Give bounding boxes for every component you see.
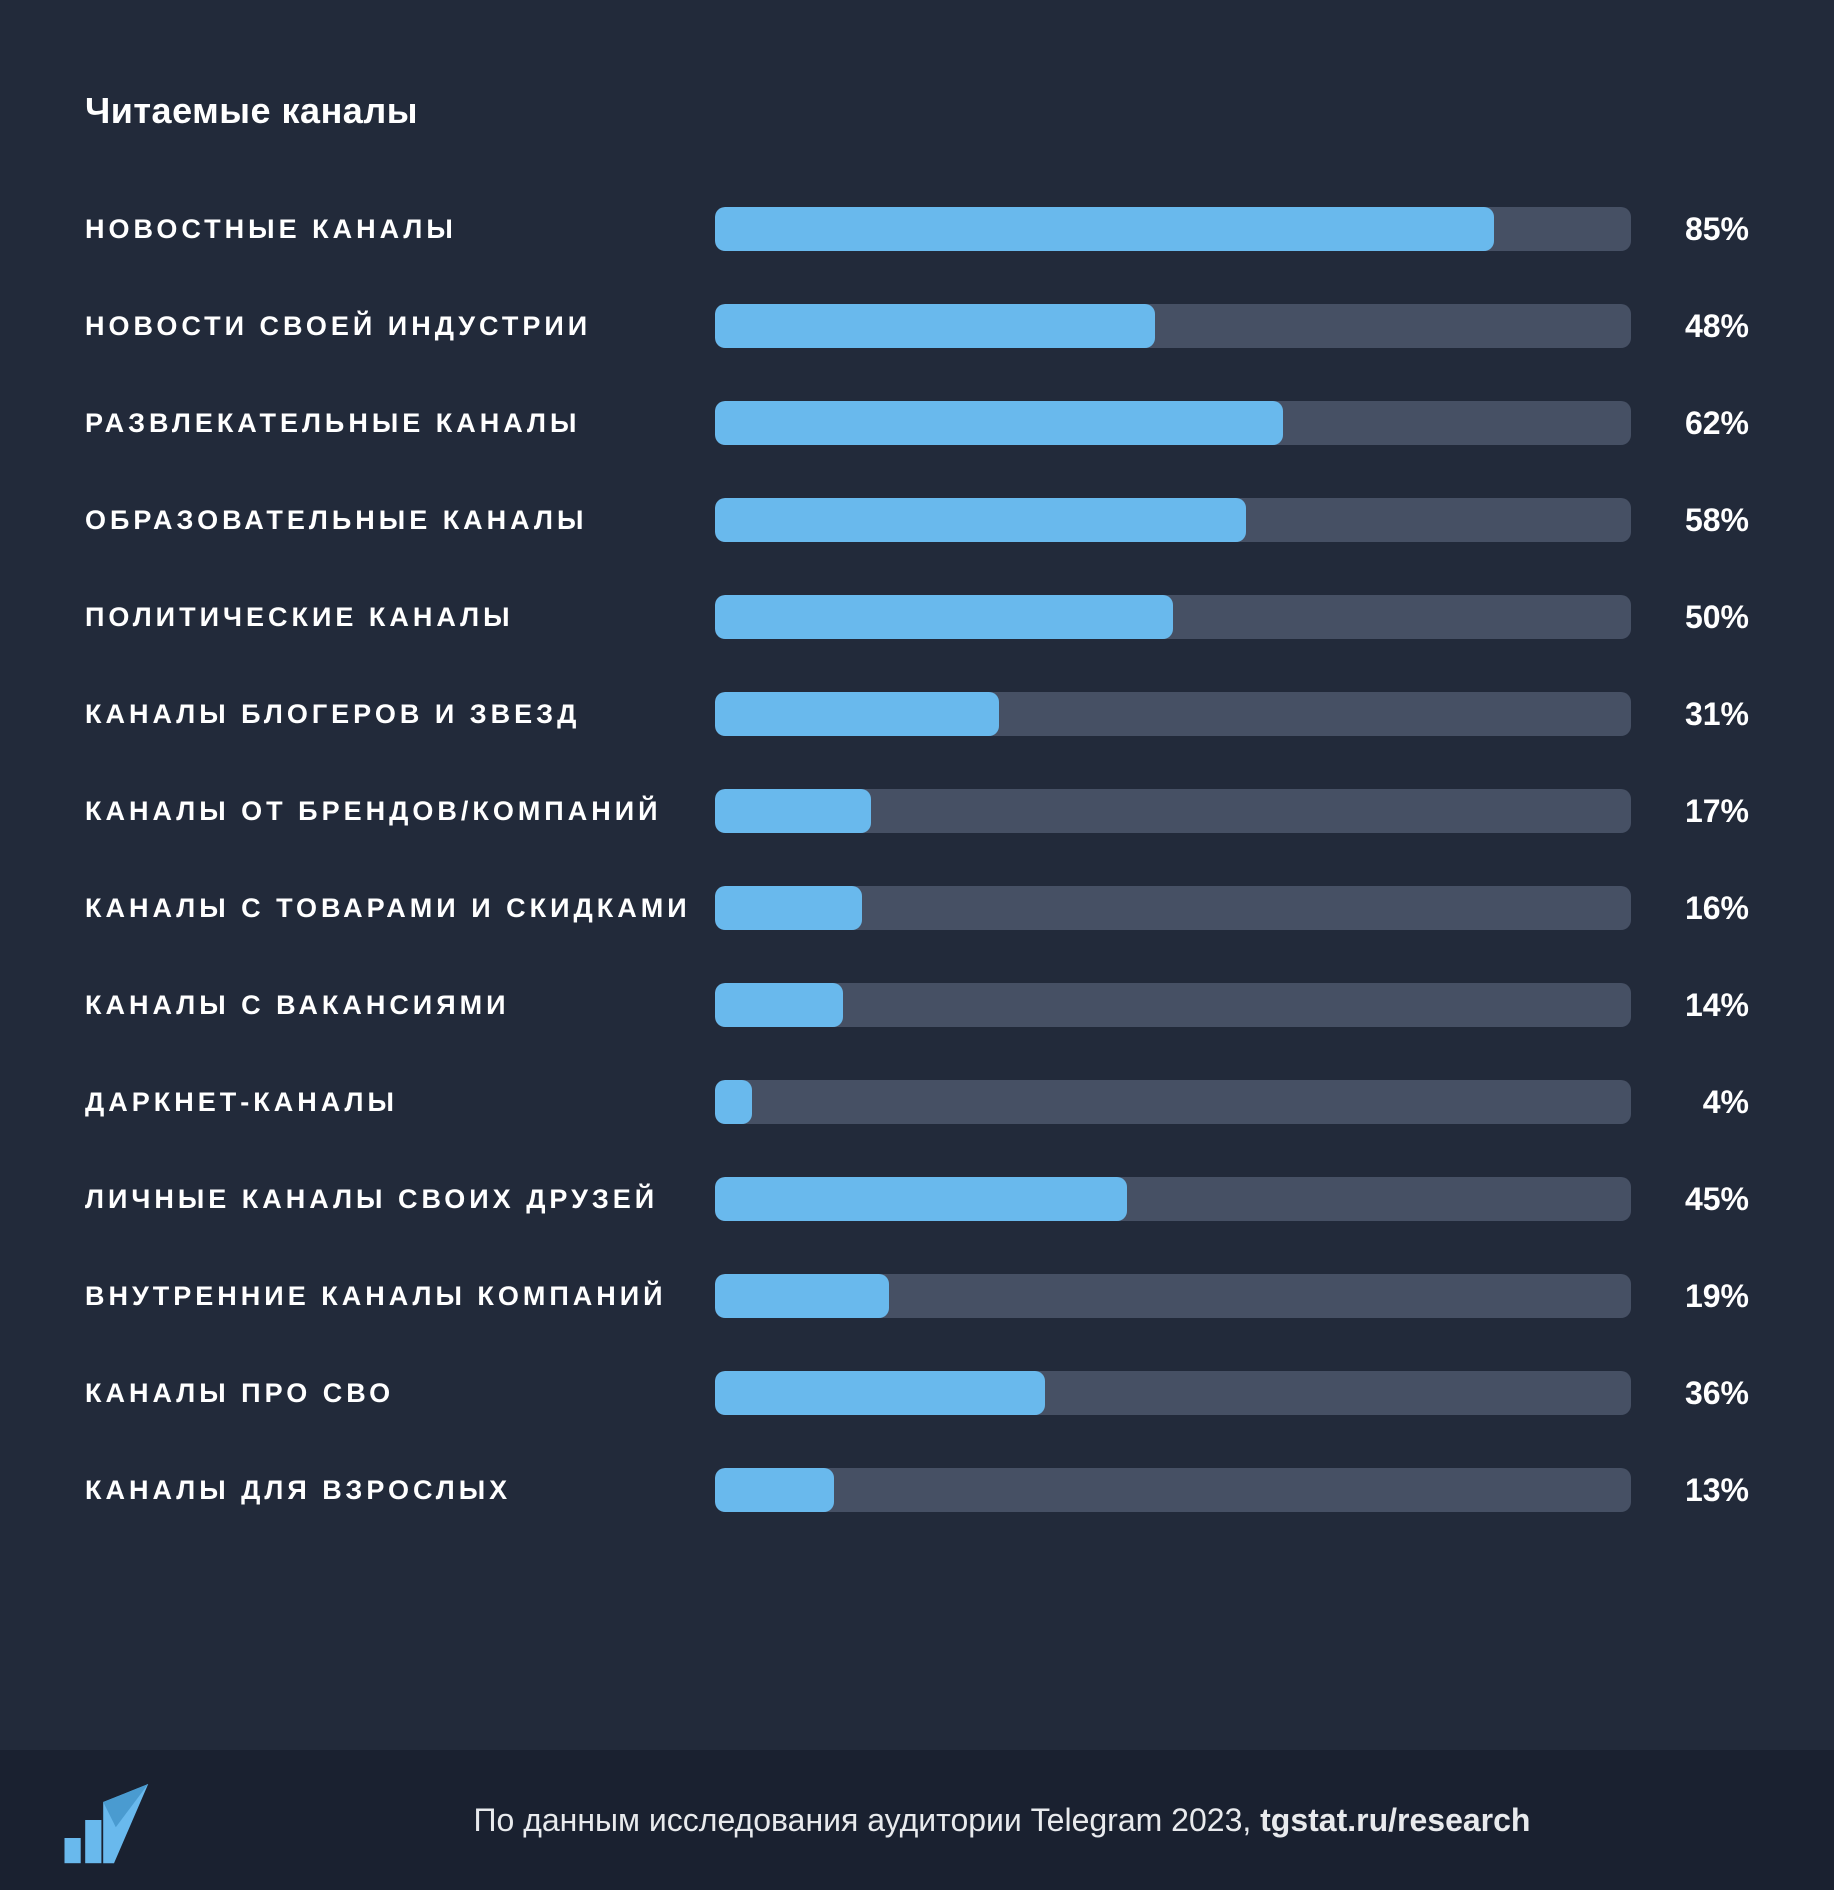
bar-wrapper: 4% (715, 1080, 1749, 1124)
bar-track (715, 1371, 1631, 1415)
bar-wrapper: 85% (715, 207, 1749, 251)
chart-row: ПОЛИТИЧЕСКИЕ КАНАЛЫ 50% (85, 595, 1749, 639)
row-value: 19% (1659, 1278, 1749, 1315)
bar-fill (715, 1371, 1045, 1415)
row-label: ДАРКНЕТ-КАНАЛЫ (85, 1087, 715, 1118)
chart-row: НОВОСТИ СВОЕЙ ИНДУСТРИИ 48% (85, 304, 1749, 348)
bar-track (715, 595, 1631, 639)
bar-track (715, 789, 1631, 833)
bar-wrapper: 13% (715, 1468, 1749, 1512)
row-label: ЛИЧНЫЕ КАНАЛЫ СВОИХ ДРУЗЕЙ (85, 1184, 715, 1215)
row-label: ОБРАЗОВАТЕЛЬНЫЕ КАНАЛЫ (85, 505, 715, 536)
bar-track (715, 1274, 1631, 1318)
row-value: 50% (1659, 599, 1749, 636)
chart-row: КАНАЛЫ БЛОГЕРОВ И ЗВЕЗД 31% (85, 692, 1749, 736)
footer-text-prefix: По данным исследования аудитории Telegra… (474, 1802, 1261, 1838)
bar-track (715, 498, 1631, 542)
row-value: 62% (1659, 405, 1749, 442)
footer-text: По данным исследования аудитории Telegra… (230, 1802, 1774, 1839)
row-value: 14% (1659, 987, 1749, 1024)
chart-row: РАЗВЛЕКАТЕЛЬНЫЕ КАНАЛЫ 62% (85, 401, 1749, 445)
row-value: 58% (1659, 502, 1749, 539)
chart-title: Читаемые каналы (85, 90, 1749, 132)
tgstat-logo-icon (60, 1775, 150, 1865)
bar-wrapper: 19% (715, 1274, 1749, 1318)
bar-wrapper: 58% (715, 498, 1749, 542)
row-label: НОВОСТНЫЕ КАНАЛЫ (85, 214, 715, 245)
bar-wrapper: 62% (715, 401, 1749, 445)
row-value: 85% (1659, 211, 1749, 248)
row-label: КАНАЛЫ С ТОВАРАМИ И СКИДКАМИ (85, 893, 715, 924)
bar-track (715, 692, 1631, 736)
bar-track (715, 1177, 1631, 1221)
row-label: КАНАЛЫ БЛОГЕРОВ И ЗВЕЗД (85, 699, 715, 730)
bar-wrapper: 50% (715, 595, 1749, 639)
bar-fill (715, 692, 999, 736)
bar-fill (715, 1274, 889, 1318)
row-value: 31% (1659, 696, 1749, 733)
bar-wrapper: 36% (715, 1371, 1749, 1415)
chart-row: ЛИЧНЫЕ КАНАЛЫ СВОИХ ДРУЗЕЙ 45% (85, 1177, 1749, 1221)
row-label: КАНАЛЫ ОТ БРЕНДОВ/КОМПАНИЙ (85, 796, 715, 827)
row-label: КАНАЛЫ С ВАКАНСИЯМИ (85, 990, 715, 1021)
row-value: 13% (1659, 1472, 1749, 1509)
bar-fill (715, 983, 843, 1027)
bar-wrapper: 31% (715, 692, 1749, 736)
chart-row: ДАРКНЕТ-КАНАЛЫ 4% (85, 1080, 1749, 1124)
bar-wrapper: 45% (715, 1177, 1749, 1221)
bar-fill (715, 886, 862, 930)
bar-fill (715, 1468, 834, 1512)
row-value: 17% (1659, 793, 1749, 830)
chart-row: КАНАЛЫ ОТ БРЕНДОВ/КОМПАНИЙ 17% (85, 789, 1749, 833)
bar-fill (715, 789, 871, 833)
bar-fill (715, 1177, 1127, 1221)
row-label: ВНУТРЕННИЕ КАНАЛЫ КОМПАНИЙ (85, 1281, 715, 1312)
chart-row: ОБРАЗОВАТЕЛЬНЫЕ КАНАЛЫ 58% (85, 498, 1749, 542)
footer: По данным исследования аудитории Telegra… (0, 1750, 1834, 1890)
bar-fill (715, 207, 1494, 251)
bar-track (715, 207, 1631, 251)
bar-fill (715, 304, 1155, 348)
chart-row: НОВОСТНЫЕ КАНАЛЫ 85% (85, 207, 1749, 251)
bar-track (715, 304, 1631, 348)
row-label: КАНАЛЫ ДЛЯ ВЗРОСЛЫХ (85, 1475, 715, 1506)
chart-rows: НОВОСТНЫЕ КАНАЛЫ 85% НОВОСТИ СВОЕЙ ИНДУСТР… (85, 207, 1749, 1512)
chart-row: ВНУТРЕННИЕ КАНАЛЫ КОМПАНИЙ 19% (85, 1274, 1749, 1318)
bar-track (715, 1468, 1631, 1512)
row-value: 45% (1659, 1181, 1749, 1218)
chart-row: КАНАЛЫ ДЛЯ ВЗРОСЛЫХ 13% (85, 1468, 1749, 1512)
row-value: 48% (1659, 308, 1749, 345)
bar-track (715, 401, 1631, 445)
bar-track (715, 983, 1631, 1027)
bar-fill (715, 1080, 752, 1124)
bar-fill (715, 401, 1283, 445)
chart-row: КАНАЛЫ ПРО СВО 36% (85, 1371, 1749, 1415)
row-value: 36% (1659, 1375, 1749, 1412)
row-label: КАНАЛЫ ПРО СВО (85, 1378, 715, 1409)
bar-track (715, 886, 1631, 930)
bar-fill (715, 498, 1246, 542)
bar-wrapper: 48% (715, 304, 1749, 348)
row-label: ПОЛИТИЧЕСКИЕ КАНАЛЫ (85, 602, 715, 633)
footer-text-bold: tgstat.ru/research (1260, 1802, 1530, 1838)
bar-wrapper: 14% (715, 983, 1749, 1027)
bar-wrapper: 17% (715, 789, 1749, 833)
bar-wrapper: 16% (715, 886, 1749, 930)
chart-row: КАНАЛЫ С ВАКАНСИЯМИ 14% (85, 983, 1749, 1027)
row-value: 16% (1659, 890, 1749, 927)
row-label: РАЗВЛЕКАТЕЛЬНЫЕ КАНАЛЫ (85, 408, 715, 439)
chart-row: КАНАЛЫ С ТОВАРАМИ И СКИДКАМИ 16% (85, 886, 1749, 930)
bar-track (715, 1080, 1631, 1124)
row-label: НОВОСТИ СВОЕЙ ИНДУСТРИИ (85, 311, 715, 342)
row-value: 4% (1659, 1084, 1749, 1121)
bar-fill (715, 595, 1173, 639)
